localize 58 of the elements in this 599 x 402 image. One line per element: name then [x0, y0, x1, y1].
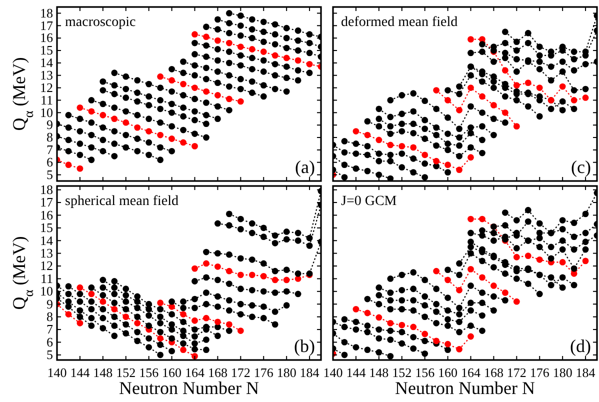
- annotation: deformed mean field: [341, 15, 458, 30]
- y-tick-label: 9: [46, 117, 53, 132]
- y-tick-label: 8: [46, 130, 53, 145]
- x-tick-label: 144: [70, 365, 90, 380]
- y-tick-label: 6: [46, 334, 54, 350]
- y-tick-label: 17: [40, 18, 54, 33]
- y-tick-label: 12: [40, 258, 53, 274]
- y-tick-label: 14: [40, 55, 54, 70]
- x-axis-title: Neutron Number N: [119, 378, 259, 398]
- y-tick-label: 13: [40, 245, 53, 260]
- x-tick-label: 140: [323, 365, 343, 380]
- annotation: (c): [571, 157, 591, 177]
- annotation: (b): [294, 336, 315, 356]
- x-tick-label: 164: [184, 365, 205, 380]
- x-tick-label: 156: [415, 365, 436, 380]
- x-tick-label: 176: [530, 365, 550, 380]
- y-tick-label: 17: [40, 194, 54, 210]
- y-tick-label: 7: [46, 322, 54, 337]
- x-tick-label: 152: [392, 365, 412, 380]
- y-tick-label: 16: [40, 207, 54, 222]
- x-tick-label: 148: [369, 365, 389, 380]
- y-tick-label: 18: [40, 5, 53, 20]
- y-tick-label: 11: [40, 270, 53, 286]
- x-tick-label: 152: [116, 365, 136, 380]
- y-tick-label: 15: [40, 220, 53, 236]
- x-tick-label: 180: [552, 365, 572, 380]
- y-tick-label: 10: [40, 104, 53, 120]
- y-tick-label: 14: [40, 232, 54, 248]
- y-tick-label: 9: [46, 296, 53, 312]
- annotation: spherical mean field: [65, 194, 179, 209]
- x-tick-label: 160: [162, 365, 182, 380]
- x-tick-label: 184: [576, 365, 596, 380]
- x-tick-label: 160: [438, 365, 458, 380]
- x-tick-label: 156: [139, 365, 160, 380]
- x-tick-label: 140: [47, 365, 67, 380]
- y-tick-label: 7: [46, 142, 54, 158]
- x-tick-label: 164: [460, 365, 481, 380]
- y-tick-label: 11: [40, 92, 53, 108]
- annotation: (d): [570, 336, 591, 356]
- annotation: (a): [295, 157, 315, 177]
- annotation: J=0 GCM: [341, 194, 398, 209]
- x-tick-label: 144: [346, 365, 366, 380]
- x-tick-label: 172: [506, 365, 526, 380]
- y-tick-label: 5: [46, 347, 53, 362]
- x-tick-label: 176: [254, 365, 274, 380]
- x-tick-label: 168: [484, 365, 504, 380]
- y-tick-label: 15: [40, 42, 53, 58]
- x-tick-label: 184: [300, 365, 320, 380]
- y-tick-label: 16: [40, 30, 54, 46]
- x-tick-label: 148: [93, 365, 113, 380]
- y-tick-label: 18: [40, 182, 53, 197]
- y-tick-label: 10: [40, 284, 53, 299]
- x-axis-title: Neutron Number N: [395, 378, 535, 398]
- y-tick-label: 8: [46, 308, 53, 324]
- x-tick-label: 168: [208, 365, 228, 380]
- annotation: macroscopic: [65, 15, 136, 30]
- x-tick-label: 172: [230, 365, 250, 380]
- x-tick-label: 180: [276, 365, 296, 380]
